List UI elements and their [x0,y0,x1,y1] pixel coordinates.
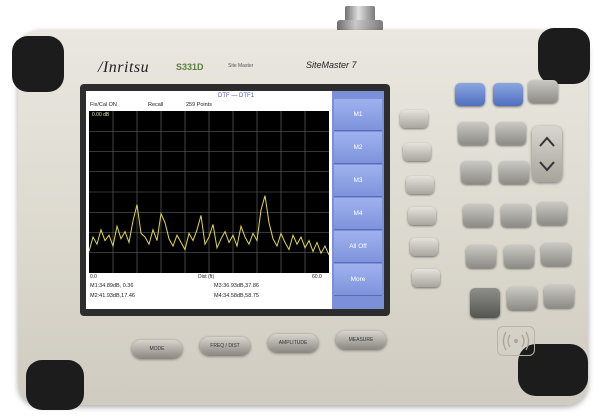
corner-bumper [538,28,590,84]
x-axis-title: Dist (ft) [198,274,215,280]
key-0[interactable] [504,245,534,268]
key-7[interactable] [463,204,493,227]
side-button-6[interactable] [412,269,440,287]
freq-dist-button[interactable]: FREQ / DIST [200,337,250,355]
trace-plot [89,111,329,273]
side-button-4[interactable] [408,207,436,225]
key-plus-minus[interactable] [541,243,571,266]
brand-logo: /Inritsu [98,59,150,76]
corner-bumper [26,360,84,410]
softkey-panel: M1 M2 M3 M4 All Off More [332,91,384,309]
marker-readout-m3: M3:36.93dB,37.86 [214,283,259,289]
key-9[interactable] [466,245,496,268]
status-recall: Recall [148,102,164,108]
up-down-arrow-icon [539,136,555,172]
softkey-m3[interactable]: M3 [334,165,382,197]
key-system[interactable] [528,80,558,103]
side-button-1[interactable] [400,110,428,128]
product-name: SiteMaster 7 [306,60,357,70]
signal-waves-icon [502,331,530,351]
trace-line-0 [89,195,329,256]
model-label: S331D [176,62,204,72]
key-3[interactable] [458,122,488,145]
side-button-5[interactable] [410,238,438,256]
key-on-off[interactable] [470,288,500,318]
measure-button[interactable]: MEASURE [336,331,386,349]
status-cal: Fix/Cal ON [90,102,117,108]
softkey-m1[interactable]: M1 [334,99,382,131]
side-button-2[interactable] [403,143,431,161]
softkey-all-off[interactable]: All Off [334,231,382,263]
softkey-m2[interactable]: M2 [334,132,382,164]
rf-connector-icon [345,6,375,22]
key-1[interactable] [455,83,485,106]
x-axis-start-label: 0.0 [90,274,97,280]
key-6[interactable] [499,161,529,184]
amplitude-button[interactable]: AMPLITUDE [268,334,318,352]
marker-readout-m4: M4:34.58dB,58.75 [214,293,259,299]
model-sub-label: Site Master [228,63,254,69]
key-escape[interactable] [507,287,537,310]
status-points: 259 Points [186,102,212,108]
reference-level: 0.00 dB [92,112,110,118]
softkey-more[interactable]: More [334,264,382,296]
key-8[interactable] [501,204,531,227]
softkey-m4[interactable]: M4 [334,198,382,230]
key-2[interactable] [493,83,523,106]
key-5[interactable] [461,161,491,184]
trace-plot-svg [89,111,329,273]
x-axis-end-label: 60.0 [312,274,322,280]
mode-button[interactable]: MODE [132,340,182,358]
key-4[interactable] [496,122,526,145]
marker-readout-m1: M1:34.89dB, 0.36 [90,283,134,289]
key-shift[interactable] [544,285,574,308]
key-enter[interactable] [537,202,567,225]
corner-bumper [12,36,64,92]
screen-title: DTF — DTF1 [218,93,254,99]
arrow-pad[interactable] [532,126,562,182]
marker-readout-m2: M2:41.93dB,17.46 [90,293,135,299]
side-button-3[interactable] [406,176,434,194]
rfid-icon [497,326,535,356]
display-screen: DTF — DTF1 Fix/Cal ON Recall 259 Points … [86,91,384,309]
